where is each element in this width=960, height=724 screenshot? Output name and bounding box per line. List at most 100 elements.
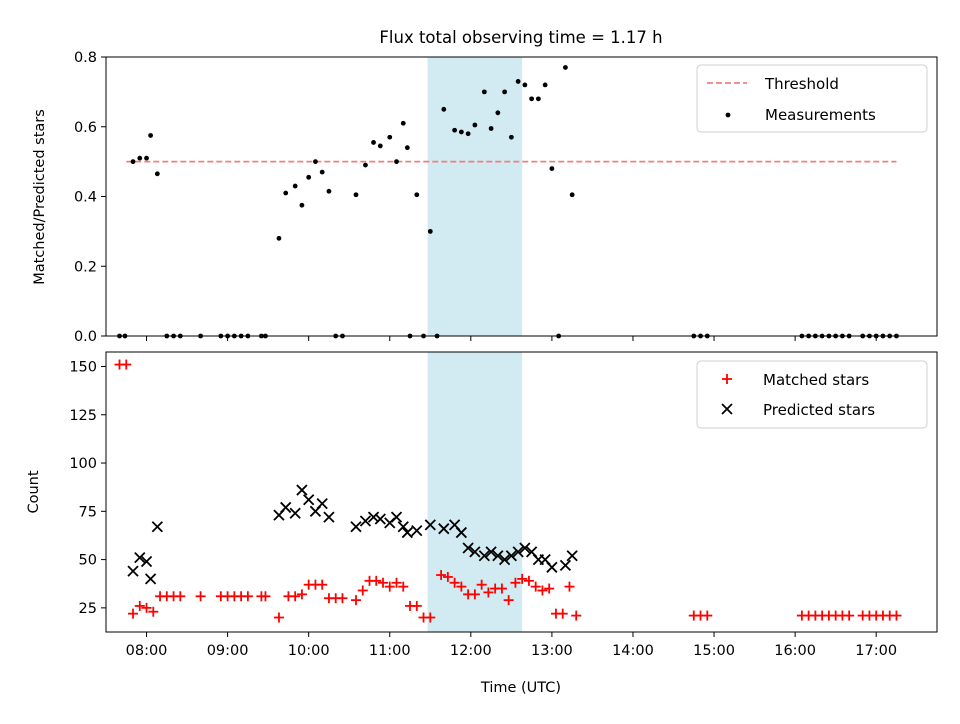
measurement-point [276,235,282,241]
matched-star-point [537,585,548,596]
matched-star-point [496,583,507,594]
measurement-point [313,159,318,165]
measurement-point [283,190,289,196]
matched-star-point [449,577,460,588]
bottom-legend-box [696,360,928,429]
measurement-point [508,134,514,140]
predicted-star-point [455,526,468,539]
top-y-tick-label: 0.2 [74,259,97,275]
predicted-star-point [519,542,531,554]
matched-star-point [557,608,568,619]
bottom-y-axis-label: Count [26,470,42,513]
top-y-tick-label: 0.4 [74,190,97,206]
bottom-x-tick-label: 17:00 [855,643,897,659]
bottom-x-tick-label: 12:00 [450,643,492,659]
predicted-star-point [397,521,409,533]
legend-matched-marker [722,374,732,384]
predicted-star-point [144,573,157,585]
matched-star-point [337,593,348,604]
measurement-point [363,162,368,168]
bottom-x-tick-label: 15:00 [693,643,735,659]
matched-stars-points [114,359,902,623]
matched-star-point [273,612,284,623]
measurement-point [371,140,376,145]
top-y-tick-label: 0.0 [74,329,97,345]
measurement-point [535,96,541,102]
predicted-star-point [401,526,413,539]
measurement-point [427,228,433,234]
measurement-point [569,192,575,198]
predicted-star-point [374,513,386,525]
measurement-point [144,155,149,161]
measurement-point [472,122,478,128]
matched-star-point [148,606,159,617]
bottom-x-tick-label: 09:00 [207,643,249,659]
measurement-point [515,79,521,84]
bottom-y-tick-label: 50 [79,553,97,569]
predicted-star-point [469,546,481,558]
predicted-star-point [390,511,403,523]
measurement-point [481,89,487,95]
measurement-point [130,159,136,165]
predicted-star-point [296,484,308,496]
matched-star-point [141,602,152,613]
matched-star-point [503,595,514,606]
predicted-star-point [566,550,578,562]
bottom-y-tick-label: 25 [79,601,97,617]
measurement-point [353,192,359,198]
measurement-point [549,166,555,172]
measurement-point [319,169,325,175]
top-y-ticks: 0.0 0.2 0.4 0.6 0.8 [74,50,106,345]
measurement-point [502,89,508,95]
predicted-star-point [505,550,518,562]
bottom-y-tick-label: 125 [69,408,97,424]
predicted-star-point [323,511,335,523]
predicted-star-point [411,524,423,537]
matched-star-point [442,571,453,582]
matched-star-point [564,581,575,592]
measurement-point [441,106,447,112]
matched-star-point [510,577,521,588]
predicted-star-point [289,507,301,519]
bottom-y-ticks: 25 50 75 100 125 150 [69,359,106,617]
measurement-point [452,127,458,133]
measurement-point [495,110,501,116]
predicted-star-point [359,515,372,527]
top-legend-box [696,64,928,133]
matched-star-point [476,579,487,590]
predicted-star-point [316,497,328,510]
matched-star-point [317,579,328,590]
matched-star-point [544,583,555,594]
matched-star-point [290,591,301,602]
bottom-legend: Matched stars Predicted stars [696,360,928,429]
measurement-point [137,155,143,161]
measurement-point [292,183,298,189]
bottom-y-tick-label: 75 [79,504,97,520]
matched-star-point [469,589,480,600]
matched-star-point [530,581,541,592]
predicted-star-point [492,550,504,562]
legend-matched-label: Matched stars [763,371,869,389]
top-panel: 0.00.20.40.60.8 Matched/Predicted stars … [32,50,938,345]
predicted-star-point [424,519,436,531]
highlight-span-bottom [427,352,523,632]
bottom-x-tick-label: 11:00 [369,643,411,659]
predicted-star-point [127,565,139,577]
bottom-x-ticks: 08:00 09:00 10:00 11:00 12:00 13:00 14:00 15:00… [126,632,897,659]
matched-star-point [128,608,139,619]
matched-star-point [436,570,447,581]
bottom-x-tick-label: 14:00 [612,643,654,659]
matched-star-point [391,577,402,588]
measurement-point [148,133,153,138]
matched-star-point [378,577,388,588]
predicted-star-point [512,546,524,558]
matched-star-point [891,610,902,621]
legend-predicted-swatch [721,403,733,415]
matched-star-point [384,581,395,592]
top-plot-frame [105,56,938,337]
matched-star-point [844,610,855,621]
matched-star-point [425,612,436,623]
matched-star-point [296,589,307,600]
measurement-point [299,202,305,208]
bottom-y-tick-label: 150 [69,359,97,375]
